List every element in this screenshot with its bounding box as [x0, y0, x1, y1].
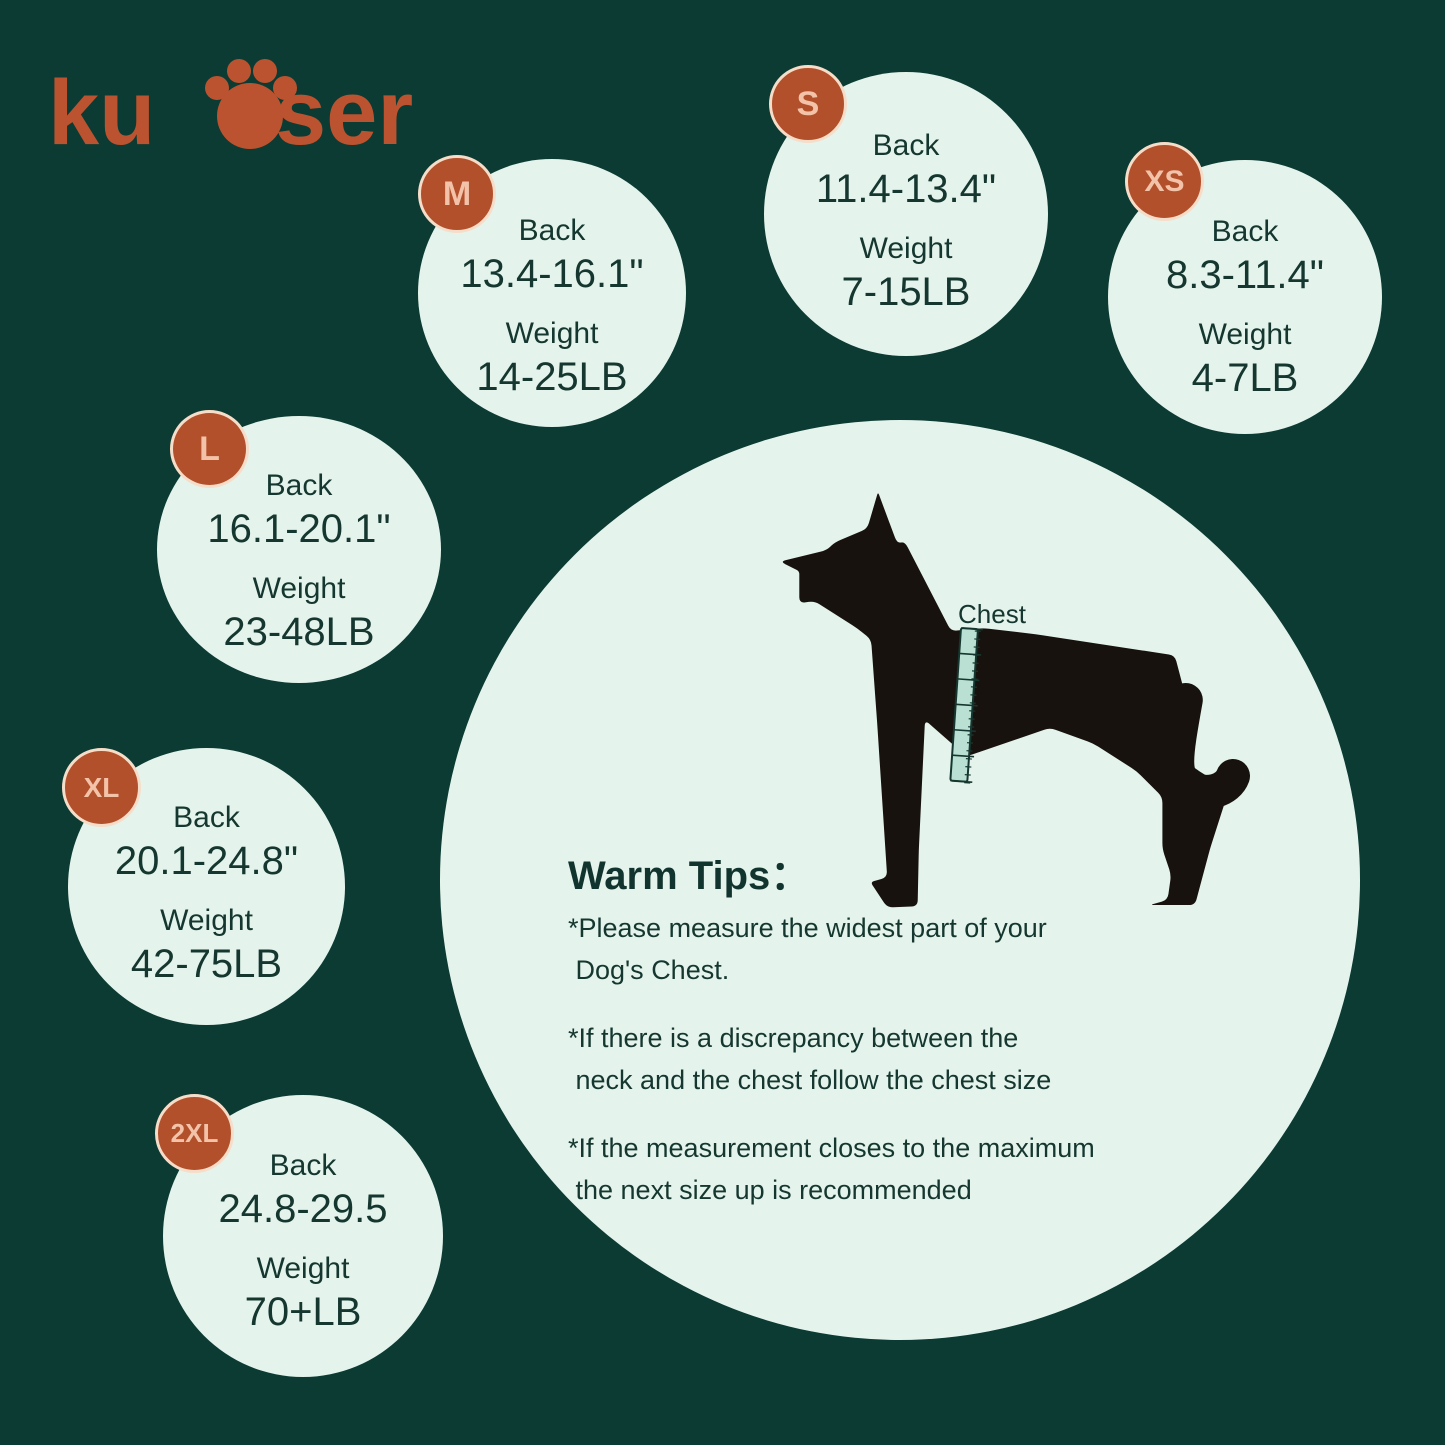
svg-text:ser: ser — [275, 62, 413, 164]
svg-text:Chest: Chest — [958, 599, 1027, 629]
svg-text:ku: ku — [50, 62, 155, 164]
